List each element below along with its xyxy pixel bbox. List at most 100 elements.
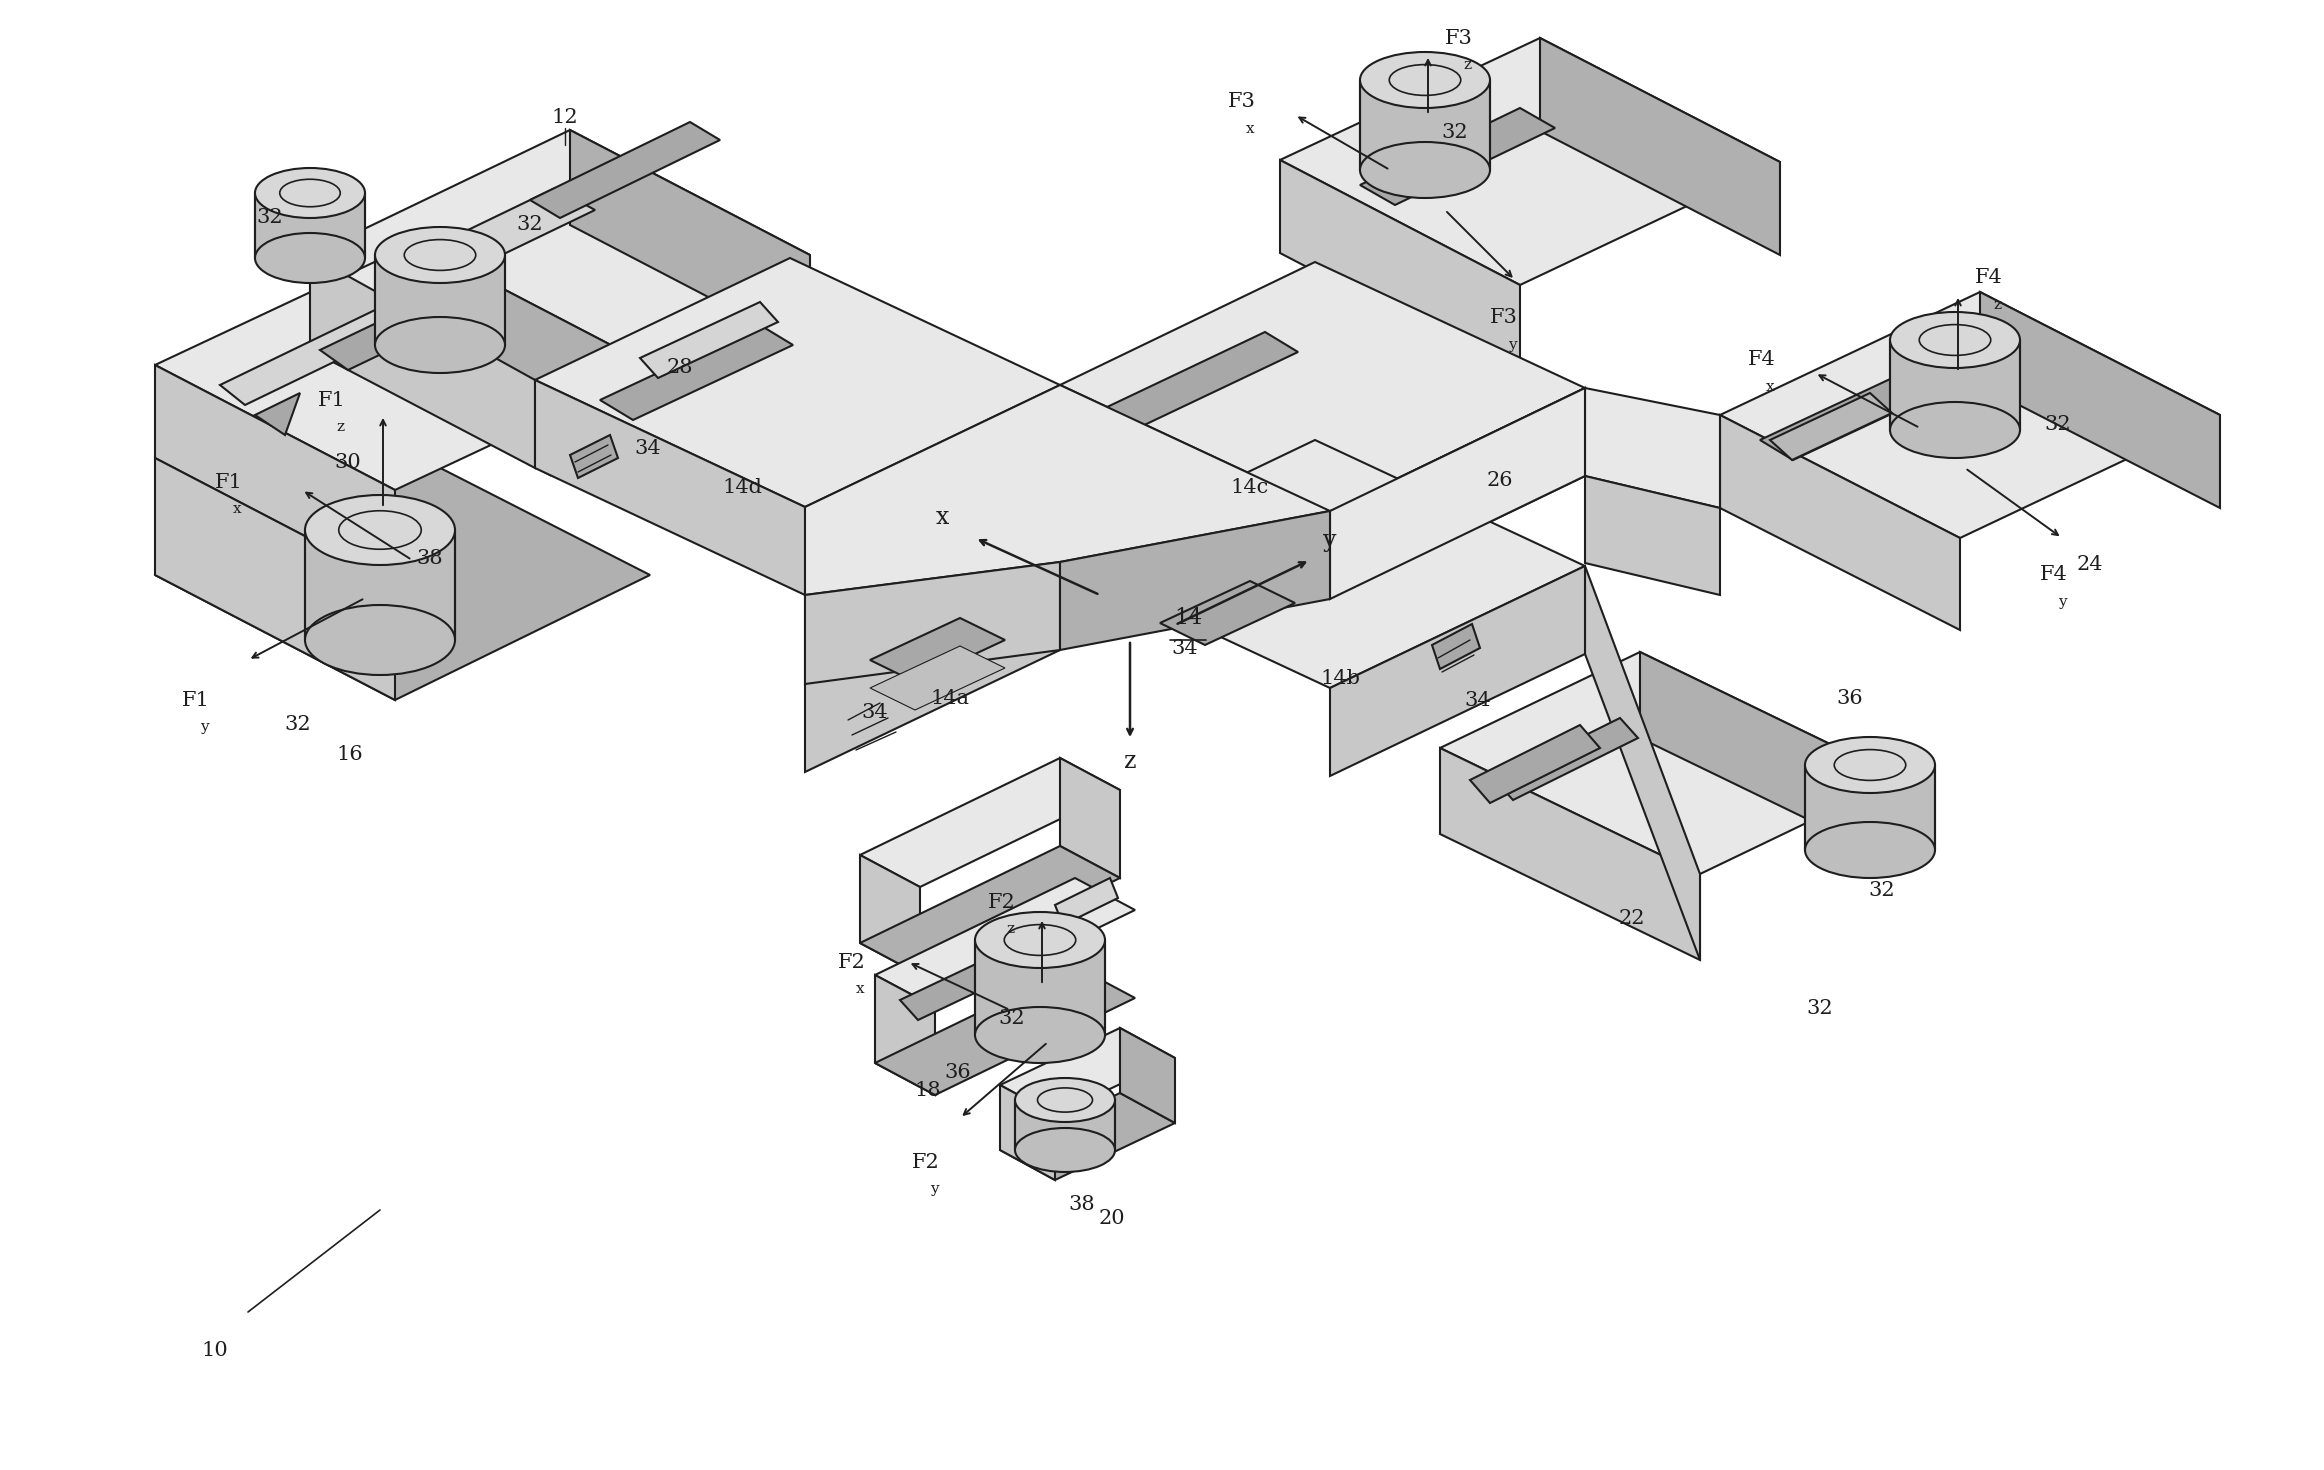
Polygon shape: [876, 975, 934, 1095]
Polygon shape: [1160, 581, 1294, 645]
Text: 16: 16: [337, 745, 363, 764]
Polygon shape: [600, 325, 792, 420]
Text: y: y: [200, 720, 209, 734]
Ellipse shape: [374, 226, 504, 284]
Polygon shape: [1104, 509, 1299, 606]
Ellipse shape: [1889, 312, 2020, 368]
Polygon shape: [1060, 512, 1329, 650]
Text: 34: 34: [634, 438, 662, 457]
Polygon shape: [1806, 764, 1936, 850]
Polygon shape: [1720, 415, 1959, 631]
Polygon shape: [569, 129, 811, 350]
Text: F2: F2: [911, 1152, 939, 1172]
Ellipse shape: [1806, 822, 1936, 878]
Polygon shape: [535, 381, 804, 595]
Text: 34: 34: [862, 703, 888, 722]
Ellipse shape: [1806, 736, 1936, 792]
Polygon shape: [869, 617, 1004, 682]
Polygon shape: [804, 385, 1329, 595]
Text: 38: 38: [416, 548, 444, 567]
Text: 30: 30: [335, 453, 360, 472]
Polygon shape: [1771, 392, 1892, 460]
Polygon shape: [309, 254, 551, 475]
Polygon shape: [1281, 160, 1520, 378]
Polygon shape: [1441, 748, 1699, 960]
Polygon shape: [535, 259, 1060, 507]
Text: F4: F4: [1748, 350, 1776, 369]
Polygon shape: [416, 243, 655, 460]
Text: 20: 20: [1099, 1208, 1125, 1227]
Text: y: y: [1322, 529, 1336, 551]
Text: F1: F1: [181, 691, 209, 710]
Text: 32: 32: [2045, 416, 2071, 435]
Polygon shape: [1329, 566, 1585, 776]
Text: 36: 36: [944, 1063, 971, 1082]
Polygon shape: [1329, 388, 1585, 598]
Polygon shape: [1720, 293, 2219, 538]
Polygon shape: [156, 365, 395, 584]
Text: z: z: [1994, 298, 2001, 312]
Polygon shape: [321, 284, 488, 370]
Text: 32: 32: [284, 716, 311, 735]
Polygon shape: [1541, 38, 1780, 254]
Text: 32: 32: [1868, 881, 1896, 900]
Text: 34: 34: [1171, 638, 1199, 657]
Polygon shape: [804, 473, 1060, 684]
Polygon shape: [1360, 79, 1490, 171]
Polygon shape: [1759, 359, 1968, 460]
Polygon shape: [1441, 653, 1901, 875]
Polygon shape: [876, 878, 1134, 1007]
Polygon shape: [999, 1094, 1176, 1180]
Polygon shape: [156, 243, 655, 490]
Text: F3: F3: [1490, 309, 1518, 328]
Text: x: x: [1246, 122, 1255, 137]
Text: 32: 32: [516, 216, 544, 235]
Text: F4: F4: [1975, 269, 2003, 288]
Text: F3: F3: [1227, 93, 1255, 112]
Text: 32: 32: [999, 1008, 1025, 1028]
Text: F3: F3: [1446, 28, 1473, 47]
Ellipse shape: [304, 606, 456, 675]
Polygon shape: [569, 435, 618, 478]
Text: 18: 18: [916, 1080, 941, 1100]
Polygon shape: [1060, 440, 1585, 688]
Ellipse shape: [1360, 143, 1490, 198]
Text: 28: 28: [667, 359, 693, 378]
Polygon shape: [256, 193, 365, 259]
Text: x: x: [934, 507, 948, 529]
Polygon shape: [804, 562, 1060, 684]
Text: z: z: [1125, 751, 1136, 773]
Text: F1: F1: [216, 472, 244, 491]
Polygon shape: [156, 459, 395, 700]
Polygon shape: [1060, 759, 1120, 878]
Polygon shape: [1120, 1028, 1176, 1123]
Ellipse shape: [976, 911, 1104, 969]
Text: y: y: [2059, 595, 2066, 609]
Polygon shape: [374, 254, 504, 345]
Text: x: x: [232, 501, 242, 516]
Text: x: x: [855, 982, 865, 997]
Text: 34: 34: [1464, 691, 1492, 710]
Text: 14a: 14a: [930, 688, 969, 707]
Polygon shape: [1055, 878, 1118, 925]
Polygon shape: [876, 966, 1134, 1095]
Polygon shape: [156, 450, 651, 700]
Polygon shape: [639, 301, 779, 378]
Text: z: z: [1464, 57, 1471, 72]
Polygon shape: [309, 129, 811, 381]
Polygon shape: [1641, 653, 1901, 864]
Polygon shape: [256, 392, 300, 435]
Polygon shape: [999, 1085, 1055, 1180]
Text: 32: 32: [256, 209, 284, 228]
Polygon shape: [1432, 623, 1480, 669]
Text: 14: 14: [1174, 607, 1202, 629]
Polygon shape: [304, 531, 456, 639]
Text: F1: F1: [318, 391, 346, 410]
Text: 38: 38: [1069, 1195, 1095, 1214]
Text: z: z: [337, 420, 344, 434]
Ellipse shape: [256, 168, 365, 218]
Text: y: y: [1508, 338, 1518, 351]
Polygon shape: [860, 847, 1120, 975]
Text: 32: 32: [1441, 122, 1469, 141]
Ellipse shape: [976, 1007, 1104, 1063]
